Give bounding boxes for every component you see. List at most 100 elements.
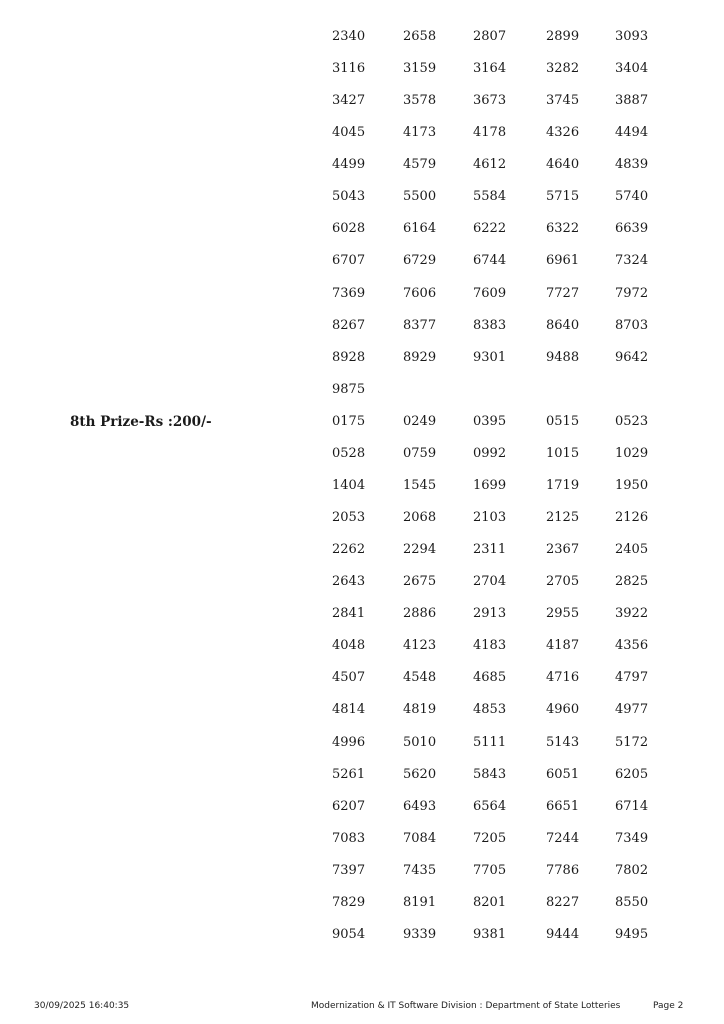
ticket-number: 4048	[332, 638, 366, 654]
number-row: 9054 9339 9381 9444 9495	[0, 925, 724, 945]
ticket-number: 3887	[615, 93, 649, 109]
ticket-number: 7205	[473, 830, 507, 846]
ticket-number: 3578	[403, 93, 437, 109]
number-row: 7397 7435 7705 7786 7802	[0, 861, 724, 881]
ticket-number: 5261	[332, 766, 366, 782]
ticket-number: 2311	[473, 542, 507, 558]
number-row: 3116 3159 3164 3282 3404	[0, 59, 724, 79]
ticket-number: 7324	[615, 253, 649, 269]
ticket-number: 6729	[403, 253, 437, 269]
ticket-number: 7084	[403, 830, 437, 846]
number-row: 7369 7606 7609 7727 7972	[0, 284, 724, 304]
ticket-number: 6051	[546, 766, 580, 782]
ticket-number: 4685	[473, 670, 507, 686]
ticket-number: 6164	[403, 221, 437, 237]
prize-label: 8th Prize-Rs :200/-	[70, 413, 212, 430]
ticket-number: 3164	[473, 61, 507, 77]
ticket-number: 5500	[403, 189, 437, 205]
ticket-number: 4579	[403, 157, 437, 173]
ticket-number: 9381	[473, 926, 507, 942]
ticket-number: 6222	[473, 221, 507, 237]
number-row: 4048 4123 4183 4187 4356	[0, 636, 724, 656]
ticket-number: 8267	[332, 317, 366, 333]
ticket-number: 6639	[615, 221, 649, 237]
ticket-number: 2125	[546, 510, 580, 526]
number-row: 6707 6729 6744 6961 7324	[0, 251, 724, 271]
ticket-number: 3116	[332, 61, 366, 77]
number-row: 4814 4819 4853 4960 4977	[0, 700, 724, 720]
ticket-number: 3282	[546, 61, 580, 77]
ticket-number: 2103	[473, 510, 507, 526]
ticket-number: 8640	[546, 317, 580, 333]
ticket-number: 4548	[403, 670, 437, 686]
ticket-number: 9642	[615, 349, 649, 365]
ticket-number: 2658	[403, 29, 437, 44]
ticket-number: 6028	[332, 221, 366, 237]
ticket-number: 3745	[546, 93, 580, 109]
ticket-number: 5843	[473, 766, 507, 782]
ticket-number: 8377	[403, 317, 437, 333]
footer-page-number: Page 2	[653, 1001, 684, 1011]
ticket-number: 2405	[615, 542, 649, 558]
ticket-number: 8928	[332, 349, 366, 365]
ticket-number: 1015	[546, 445, 580, 461]
ticket-number: 2704	[473, 574, 507, 590]
number-row: 0528 0759 0992 1015 1029	[0, 444, 724, 464]
ticket-number: 2886	[403, 606, 437, 622]
ticket-number: 3093	[615, 29, 649, 44]
ticket-number: 4797	[615, 670, 649, 686]
number-row: 5043 5500 5584 5715 5740	[0, 187, 724, 207]
ticket-number: 7083	[332, 830, 366, 846]
ticket-number: 4356	[615, 638, 649, 654]
number-row: 2841 2886 2913 2955 3922	[0, 604, 724, 624]
ticket-number: 6651	[546, 798, 580, 814]
ticket-number: 1029	[615, 445, 649, 461]
ticket-number: 7244	[546, 830, 580, 846]
number-row: 4507 4548 4685 4716 4797	[0, 668, 724, 688]
ticket-number: 1545	[403, 477, 437, 493]
number-row: 4499 4579 4612 4640 4839	[0, 155, 724, 175]
number-row: 2262 2294 2311 2367 2405	[0, 540, 724, 560]
ticket-number: 4960	[546, 702, 580, 718]
footer-timestamp: 30/09/2025 16:40:35	[34, 1001, 130, 1011]
ticket-number: 7705	[473, 862, 507, 878]
ticket-number: 9054	[332, 926, 366, 942]
ticket-number: 1404	[332, 477, 366, 493]
ticket-number: 0515	[546, 413, 580, 429]
ticket-number: 9301	[473, 349, 507, 365]
number-row: 9875	[0, 380, 724, 400]
ticket-number: 4853	[473, 702, 507, 718]
ticket-number: 8191	[403, 894, 437, 910]
ticket-number: 8703	[615, 317, 649, 333]
ticket-number: 6707	[332, 253, 366, 269]
ticket-number: 6744	[473, 253, 507, 269]
ticket-number: 2294	[403, 542, 437, 558]
ticket-number: 2675	[403, 574, 437, 590]
number-row: 2643 2675 2704 2705 2825	[0, 572, 724, 592]
number-row: 8267 8377 8383 8640 8703	[0, 316, 724, 336]
ticket-number: 2841	[332, 606, 366, 622]
ticket-number: 5715	[546, 189, 580, 205]
number-row: 8928 8929 9301 9488 9642	[0, 348, 724, 368]
ticket-number: 2340	[332, 29, 366, 44]
ticket-number: 2126	[615, 510, 649, 526]
number-row: 4045 4173 4178 4326 4494	[0, 123, 724, 143]
ticket-number: 4499	[332, 157, 366, 173]
ticket-number: 5043	[332, 189, 366, 205]
ticket-number: 7397	[332, 862, 366, 878]
ticket-number: 6207	[332, 798, 366, 814]
ticket-number: 6322	[546, 221, 580, 237]
ticket-number: 9875	[332, 381, 366, 397]
ticket-number: 1699	[473, 477, 507, 493]
number-row: 6028 6164 6222 6322 6639	[0, 219, 724, 239]
number-row: 5261 5620 5843 6051 6205	[0, 765, 724, 785]
ticket-number: 4045	[332, 125, 366, 141]
ticket-number: 4187	[546, 638, 580, 654]
ticket-number: 4123	[403, 638, 437, 654]
number-row: 8th Prize-Rs :200/- 0175 0249 0395 0515 0523	[0, 412, 724, 432]
ticket-number: 1719	[546, 477, 580, 493]
ticket-number: 9495	[615, 926, 649, 942]
ticket-number: 3404	[615, 61, 649, 77]
ticket-number: 2807	[473, 29, 507, 44]
